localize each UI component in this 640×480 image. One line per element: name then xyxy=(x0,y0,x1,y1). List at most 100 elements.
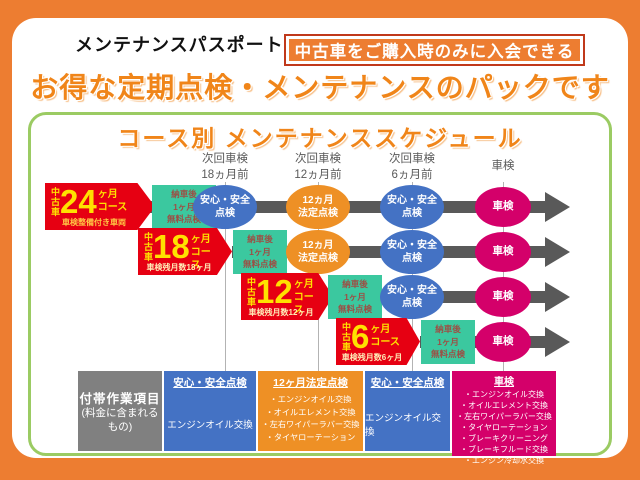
poster-subtitle: お得な定期点検・メンテナンスのパックです xyxy=(30,72,610,103)
worklist-cell-header: 車検 xyxy=(494,377,514,388)
course-prefix: 中古車 xyxy=(341,322,351,352)
worklist-item: ・タイヤローテーション xyxy=(265,433,356,443)
delivery-check-row4: 納車後 1ヶ月 無料点検 xyxy=(421,320,475,364)
event-label: 車検 xyxy=(492,245,514,258)
delivery-check-line3: 無料点検 xyxy=(337,304,372,315)
delivery-check-line1: 納車後 xyxy=(247,233,273,244)
delivery-check-line3: 無料点検 xyxy=(242,259,277,270)
event-label: 点検 xyxy=(215,208,235,219)
worklist-note: (料金に含まれる xyxy=(81,406,159,419)
event-shaken: 車検 xyxy=(475,232,531,272)
event-label: 点検 xyxy=(402,253,422,264)
course-unit: ヶ月 xyxy=(293,279,314,290)
worklist-cell-safety-2: 安心・安全点検 エンジンオイル交換 xyxy=(365,371,450,451)
event-label: 車検 xyxy=(492,335,514,348)
worklist-item: ・エンジン冷却水交換 xyxy=(464,456,544,466)
worklist-item: ・オイルエレメント交換 xyxy=(460,401,548,411)
delivery-check-line2: 1ヶ月 xyxy=(173,201,195,212)
column-header-shaken: 車検 xyxy=(491,160,515,172)
event-shaken: 車検 xyxy=(475,322,531,362)
event-label: 点検 xyxy=(402,208,422,219)
worklist-item: ・左右ワイパーラバー交換 xyxy=(456,412,552,422)
course-suffix: コース xyxy=(370,337,400,348)
event-safety-check: 安心・安全 点検 xyxy=(193,185,257,229)
delivery-check-row3: 納車後 1ヶ月 無料点検 xyxy=(328,275,382,319)
delivery-check-line1: 納車後 xyxy=(435,323,461,334)
course-suffix: コース xyxy=(293,292,314,316)
delivery-check-line1: 納車後 xyxy=(342,278,368,289)
worklist-cell-shaken: 車検 ・エンジンオイル交換 ・オイルエレメント交換 ・左右ワイパーラバー交換 ・… xyxy=(452,371,556,465)
event-legal-inspection: 12ヵ月 法定点検 xyxy=(286,185,350,229)
course-unit: ヶ月 xyxy=(370,324,391,335)
worklist-cell-header: 安心・安全点検 xyxy=(370,377,445,389)
brand-title: メンテナンスパスポートとは xyxy=(75,35,322,55)
delivery-check-line3: 無料点検 xyxy=(166,214,201,225)
course-number: 18 xyxy=(153,228,190,265)
timeline-arrowhead-row2 xyxy=(545,237,570,267)
event-shaken: 車検 xyxy=(475,277,531,317)
event-shaken: 車検 xyxy=(475,187,531,227)
worklist-item: ・エンジンオイル交換 xyxy=(269,395,352,404)
worklist-cell-header: 12ヶ月法定点検 xyxy=(273,377,348,389)
worklist-cell-safety-1: 安心・安全点検 エンジンオイル交換 xyxy=(164,371,256,451)
course-suffix: コース xyxy=(190,247,211,271)
course-number: 24 xyxy=(60,183,97,220)
worklist-cell-header: 安心・安全点検 xyxy=(173,377,247,389)
worklist-item: ・エンジンオイル交換 xyxy=(464,390,544,399)
course-suffix: コース xyxy=(97,202,128,213)
course-number: 12 xyxy=(256,273,293,310)
event-label: 安心・安全 xyxy=(200,195,250,206)
delivery-check-line2: 1ヶ月 xyxy=(344,291,366,302)
event-label: 安心・安全 xyxy=(387,285,437,296)
course-number: 6 xyxy=(351,318,370,355)
grid-line-18m xyxy=(225,182,226,371)
course-prefix: 中古車 xyxy=(246,277,256,307)
course-note: 車検残月数18ヶ月 xyxy=(146,263,212,272)
course-badge-6: 中古車 6 ヶ月 コース 車検残月数6ヶ月 xyxy=(336,318,420,365)
worklist-item: エンジンオイル交換 xyxy=(365,413,442,438)
event-label: 安心・安全 xyxy=(387,240,437,251)
eligibility-banner: 中古車をご購入時のみに入会できる xyxy=(286,36,583,64)
course-badge-24: 中古車 24 ヶ月 コース 車検整備付き車両 xyxy=(45,183,155,230)
event-label: 安心・安全 xyxy=(387,195,437,206)
event-label: 12ヵ月 xyxy=(302,240,334,251)
course-badge-12: 中古車 12 ヶ月 コース 車検残月数12ヶ月 xyxy=(241,273,333,320)
course-prefix: 中古車 xyxy=(143,232,153,262)
worklist-title: 付帯作業項目 xyxy=(79,391,161,406)
course-prefix: 中古車 xyxy=(50,187,60,217)
worklist-cell-legal: 12ヶ月法定点検 ・エンジンオイル交換 ・オイルエレメント交換 ・左右ワイパーラ… xyxy=(258,371,363,451)
event-label: 車検 xyxy=(492,290,514,303)
event-safety-check: 安心・安全 点検 xyxy=(380,275,444,319)
worklist-item: ・ブレーキフルード交換 xyxy=(460,445,548,455)
column-header-12m: 次回車検 12ヵ月前 xyxy=(294,153,342,181)
schedule-title: コース別 メンテナンススケジュール xyxy=(117,125,523,151)
event-label: 12ヵ月 xyxy=(302,195,334,206)
timeline-arrowhead-row1 xyxy=(545,192,570,222)
worklist-item: エンジンオイル交換 xyxy=(167,420,253,431)
delivery-check-line1: 納車後 xyxy=(171,188,197,199)
worklist-item: ・オイルエレメント交換 xyxy=(265,407,356,417)
event-label: 点検 xyxy=(402,298,422,309)
worklist-item: ・左右ワイパーラバー交換 xyxy=(261,420,360,430)
course-note: 車検残月数6ヶ月 xyxy=(341,353,403,362)
event-legal-inspection: 12ヵ月 法定点検 xyxy=(286,230,350,274)
timeline-arrowhead-row4 xyxy=(545,327,570,357)
course-badge-18: 中古車 18 ヶ月 コース 車検残月数18ヶ月 xyxy=(138,228,232,275)
delivery-check-line2: 1ヶ月 xyxy=(249,246,271,257)
course-note: 車検整備付き車両 xyxy=(62,218,126,227)
delivery-check-line2: 1ヶ月 xyxy=(437,336,459,347)
worklist-item: ・ブレーキクリーニング xyxy=(460,434,548,444)
column-header-6m: 次回車検 6ヵ月前 xyxy=(389,153,435,181)
delivery-check-row2: 納車後 1ヶ月 無料点検 xyxy=(233,230,287,274)
worklist-note: もの) xyxy=(107,420,133,433)
timeline-arrowhead-row3 xyxy=(545,282,570,312)
delivery-check-line3: 無料点検 xyxy=(430,349,465,360)
worklist-header-cell: 付帯作業項目 (料金に含まれる もの) xyxy=(78,371,162,451)
event-safety-check: 安心・安全 点検 xyxy=(380,185,444,229)
worklist-item: ・タイヤローテーション xyxy=(460,423,548,433)
course-note: 車検残月数12ヶ月 xyxy=(248,308,314,317)
course-unit: ヶ月 xyxy=(97,189,118,200)
event-label: 法定点検 xyxy=(298,253,338,264)
course-unit: ヶ月 xyxy=(190,234,211,245)
